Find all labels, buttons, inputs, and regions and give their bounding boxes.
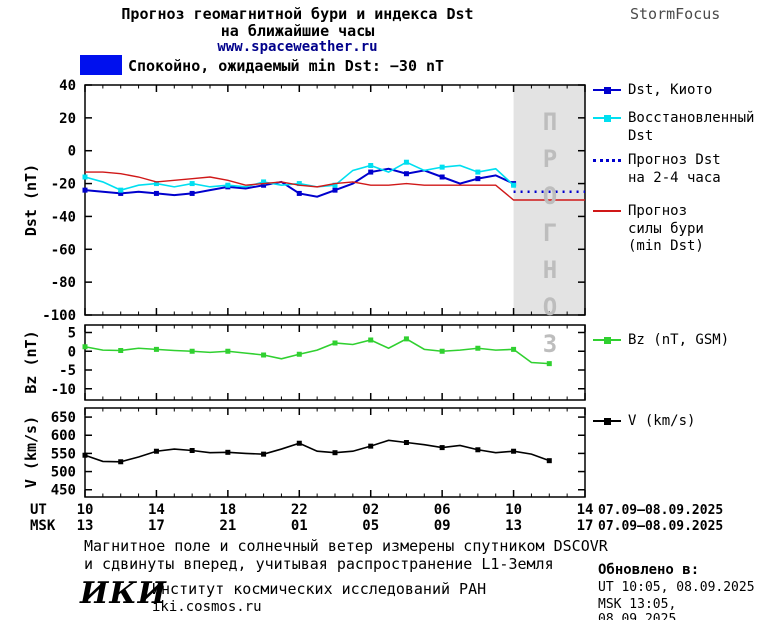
brand-stormfocus: StormFocus [630,5,721,23]
svg-text:-40: -40 [51,209,76,225]
svg-text:14: 14 [148,502,165,518]
legend-dst-recovered-swatch [593,115,621,122]
legend-v-speed-swatch [593,418,621,425]
svg-text:0: 0 [68,344,76,360]
dst-plot: 40 20 0 -20 -40 -60 -80 -100 [42,78,586,324]
svg-text:0: 0 [68,144,76,160]
svg-text:MSK: MSK [30,518,56,534]
series-storm-forecast [85,171,585,201]
series-v-speed [84,439,550,463]
page-title-line1: Прогноз геомагнитной бури и индекса Dst [121,5,474,23]
updated-label: Обновлено в: [598,562,700,578]
legend-dst-kyoto-swatch [593,87,621,94]
svg-text:18: 18 [219,502,236,518]
svg-text:500: 500 [51,465,76,481]
legend-dst-recovered: Восстановленный Dst [593,110,758,145]
legend-dst-forecast: Прогноз Dst на 2-4 часа [593,152,758,187]
series-bz-gsm [84,337,550,365]
legend-bz-gsm-swatch [593,337,621,344]
svg-text:40: 40 [59,78,76,94]
svg-text:06: 06 [434,502,451,518]
svg-text:UT: UT [30,502,47,518]
status-swatch [80,55,122,75]
svg-text:-60: -60 [51,242,76,258]
svg-text:05: 05 [362,518,379,534]
svg-text:-20: -20 [51,177,76,193]
legend-bz-gsm: Bz (nT, GSM) [593,332,758,350]
legend-storm-forecast: Прогноз силы бури (min Dst) [593,203,758,256]
charts-svg: 40 20 0 -20 -40 -60 -80 -100 5 0 -5 -10 650 600 550 500… [30,78,723,534]
svg-text:14: 14 [577,502,594,518]
svg-text:17: 17 [148,518,165,534]
svg-text:13: 13 [77,518,94,534]
legend-bz-gsm-marker [604,337,611,344]
svg-text:5: 5 [68,326,76,342]
bz-plot: 5 0 -5 -10 [51,324,586,401]
legend-bz-gsm-label: Bz (nT, GSM) [628,332,730,348]
legend-dst-recovered-marker [604,115,611,122]
status-label: Спокойно, ожидаемый min Dst: −30 nT [128,57,445,75]
updated-ut: UT 10:05, 08.09.2025 [598,580,755,595]
page-title-line2: на ближайшие часы [220,22,375,40]
legend-dst-forecast-swatch [593,159,621,162]
bz-axis-label: Bz (nT) [22,330,40,394]
svg-text:20: 20 [59,111,76,127]
svg-text:09: 09 [434,518,451,534]
svg-text:600: 600 [51,428,76,444]
institute-name: Институт космических исследований РАН [152,580,487,598]
legend-v-speed-marker [604,418,611,425]
legend-v-speed: V (km/s) [593,413,758,431]
dst-axis-label: Dst (nT) [22,163,40,237]
updated-msk: MSK 13:05, 08.09.2025 [598,597,677,620]
spaceweather-link[interactable]: www.spaceweather.ru [217,39,378,55]
legend-dst-recovered-label: Восстановленный Dst [628,110,755,144]
legend-dst-kyoto: Dst, Киото [593,82,758,100]
svg-text:10: 10 [505,502,522,518]
legend-dst-forecast-label: Прогноз Dst на 2-4 часа [628,152,721,186]
footer-note-line2: и сдвинуты вперед, учитывая распростране… [84,555,554,573]
legend-storm-forecast-swatch [593,210,621,212]
svg-text:21: 21 [219,518,236,534]
legend-storm-forecast-label: Прогноз силы бури (min Dst) [628,203,704,254]
legend-dst-kyoto-marker [604,87,611,94]
svg-text:10: 10 [77,502,94,518]
legend-v-speed-label: V (km/s) [628,413,696,429]
svg-text:450: 450 [51,483,76,499]
svg-text:550: 550 [51,446,76,462]
svg-text:-10: -10 [51,382,76,398]
svg-text:01: 01 [291,518,308,534]
svg-text:13: 13 [505,518,522,534]
legend-dst-kyoto-label: Dst, Киото [628,82,713,98]
svg-text:07.09–08.09.2025: 07.09–08.09.2025 [598,503,723,518]
svg-text:02: 02 [362,502,379,518]
svg-text:650: 650 [51,410,76,426]
v-plot: 650 600 550 500 450 [51,407,586,499]
iki-site-link[interactable]: iki.cosmos.ru [152,599,262,615]
svg-text:17: 17 [577,518,594,534]
iki-logo: ИКИ [80,576,167,611]
svg-text:-5: -5 [59,363,76,379]
forecast-band-label: ПРОГНОЗ [536,108,564,367]
svg-text:-80: -80 [51,275,76,291]
v-axis-label: V (km/s) [22,415,40,489]
svg-text:07.09–08.09.2025: 07.09–08.09.2025 [598,519,723,534]
footer-note-line1: Магнитное поле и солнечный ветер измерен… [84,537,608,555]
svg-text:22: 22 [291,502,308,518]
svg-text:-100: -100 [42,308,76,324]
